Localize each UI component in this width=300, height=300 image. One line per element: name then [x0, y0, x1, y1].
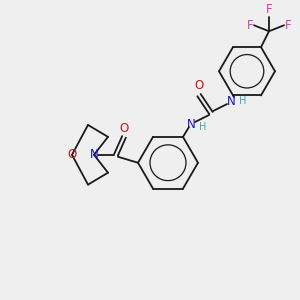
Text: N: N — [187, 118, 195, 131]
Text: N: N — [226, 94, 236, 108]
Text: H: H — [199, 122, 206, 132]
Text: F: F — [246, 19, 253, 32]
Text: O: O — [194, 79, 204, 92]
Text: O: O — [68, 148, 76, 161]
Text: F: F — [266, 3, 272, 16]
Text: N: N — [90, 148, 98, 161]
Text: H: H — [239, 96, 246, 106]
Text: O: O — [119, 122, 129, 135]
Text: F: F — [285, 19, 292, 32]
